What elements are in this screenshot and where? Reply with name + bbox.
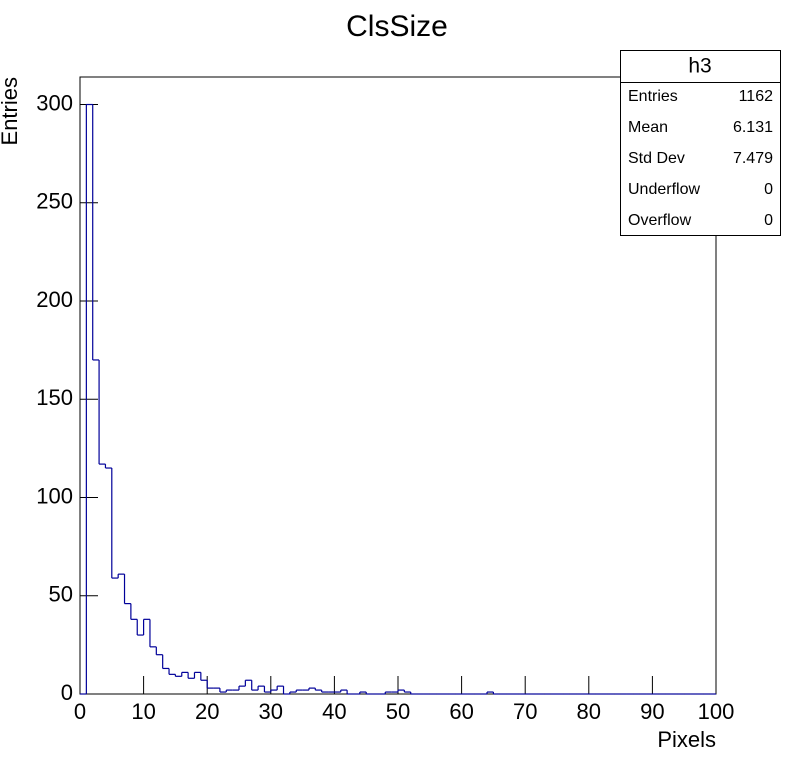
y-tick-label: 50 <box>49 582 73 607</box>
stats-box: h3 Entries 1162 Mean 6.131 Std Dev 7.479 Under… <box>620 50 781 236</box>
stats-value: 0 <box>764 212 773 229</box>
y-tick-label: 300 <box>36 90 73 115</box>
y-tick-label: 150 <box>36 385 73 410</box>
stats-label: Overflow <box>628 212 692 229</box>
x-tick-label: 50 <box>386 699 410 724</box>
stats-label: Entries <box>628 88 678 105</box>
x-tick-label: 10 <box>131 699 155 724</box>
stats-label: Mean <box>628 119 668 136</box>
y-tick-label: 100 <box>36 483 73 508</box>
x-axis-label: Pixels <box>657 727 716 752</box>
y-tick-label: 200 <box>36 287 73 312</box>
stats-value: 6.131 <box>733 119 773 136</box>
x-tick-label: 0 <box>74 699 86 724</box>
y-tick-label: 250 <box>36 189 73 214</box>
x-tick-label: 70 <box>513 699 537 724</box>
histogram <box>80 103 716 695</box>
stats-value: 7.479 <box>733 150 773 167</box>
stats-title: h3 <box>688 55 711 78</box>
x-tick-label: 20 <box>195 699 219 724</box>
stats-value: 0 <box>764 181 773 198</box>
stats-label: Std Dev <box>628 150 685 167</box>
y-tick-label: 0 <box>61 680 73 705</box>
x-tick-label: 90 <box>640 699 664 724</box>
chart-title: ClsSize <box>346 10 448 43</box>
x-tick-label: 60 <box>449 699 473 724</box>
x-tick-label: 100 <box>698 699 735 724</box>
histogram-step-connector <box>85 104 494 694</box>
x-tick-label: 40 <box>322 699 346 724</box>
y-axis-label: Entries <box>0 77 22 145</box>
stats-value: 1162 <box>739 88 774 105</box>
stats-frame <box>620 50 781 236</box>
stats-label: Underflow <box>628 181 700 198</box>
x-tick-label: 80 <box>577 699 601 724</box>
x-tick-label: 30 <box>259 699 283 724</box>
